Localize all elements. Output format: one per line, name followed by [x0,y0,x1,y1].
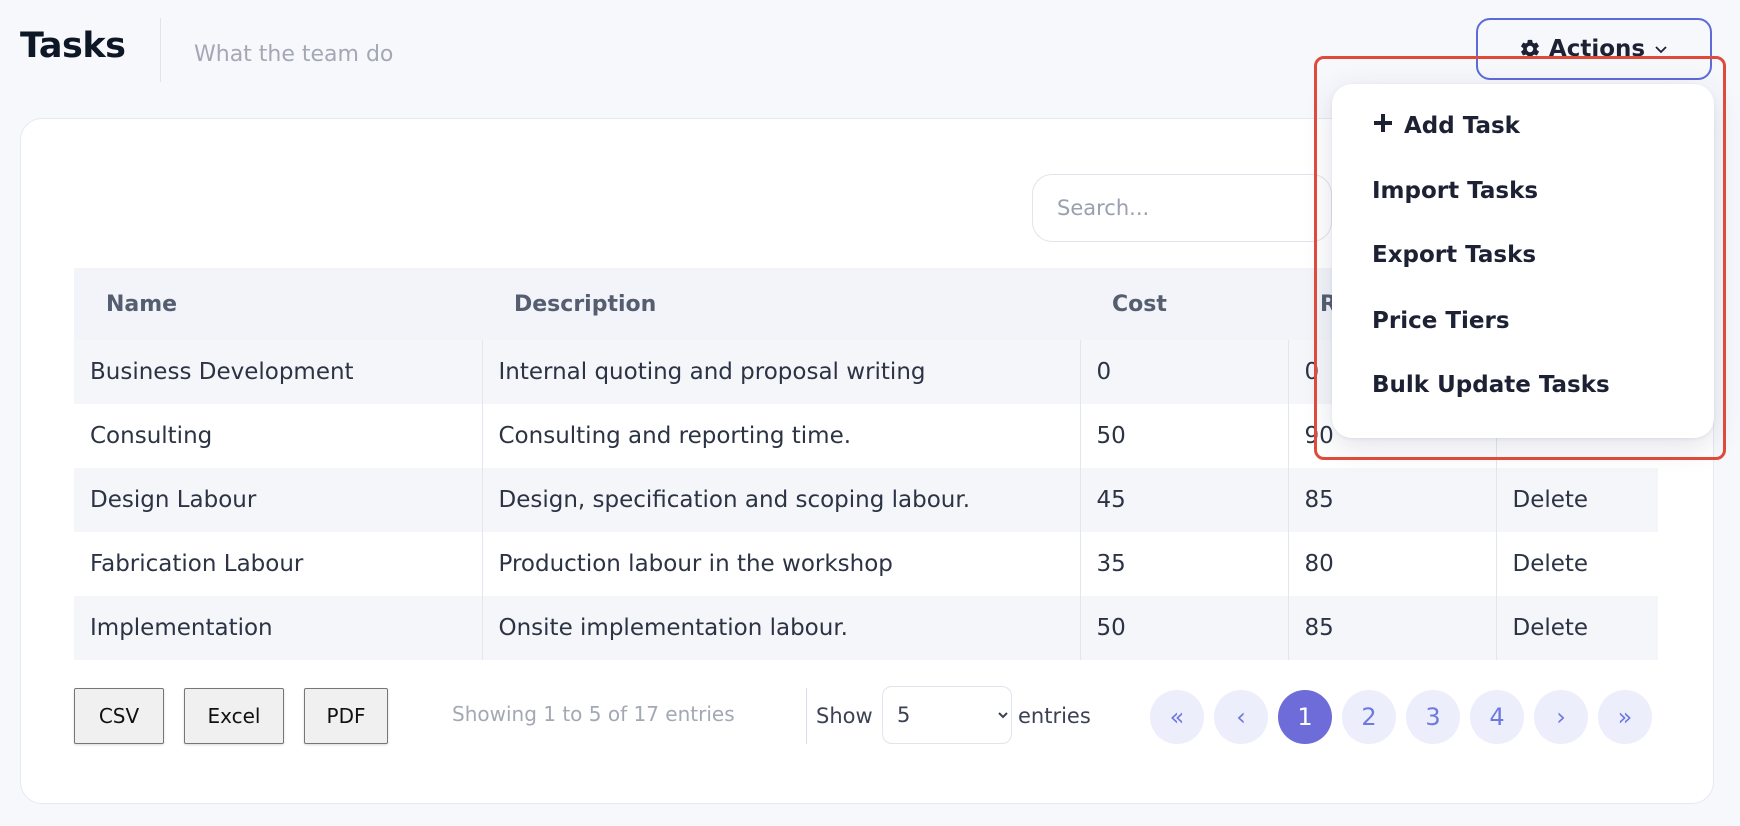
plus-icon [1372,112,1394,140]
page-subtitle: What the team do [194,42,394,67]
page-title: Tasks [20,26,126,66]
task-cost: 50 [1079,404,1288,468]
task-cost: 35 [1079,532,1288,596]
next-page-button[interactable]: › [1534,690,1588,744]
task-description: Consulting and reporting time. [481,404,1080,468]
show-label: Show [816,704,873,728]
delete-link[interactable]: Delete [1495,532,1658,596]
pdf-button[interactable]: PDF [304,688,388,744]
actions-label: Actions [1548,36,1646,62]
page-button-2[interactable]: 2 [1342,690,1396,744]
page-length-select[interactable]: 5 [882,686,1012,744]
excel-button[interactable]: Excel [184,688,284,744]
task-cost: 0 [1079,340,1288,404]
task-description: Production labour in the workshop [481,532,1080,596]
page-button-3[interactable]: 3 [1406,690,1460,744]
info-divider [806,688,807,744]
task-name-link[interactable]: Consulting [74,404,482,468]
first-page-button[interactable]: « [1150,690,1204,744]
tasks-table: Name Description Cost R Business Develop… [74,268,1658,660]
column-header-name[interactable]: Name [74,268,482,340]
task-rate: 85 [1287,468,1496,532]
column-header-cost[interactable]: Cost [1080,268,1288,340]
task-description: Design, specification and scoping labour… [481,468,1080,532]
task-rate: 80 [1287,532,1496,596]
page-button-1[interactable]: 1 [1278,690,1332,744]
task-name-link[interactable]: Fabrication Labour [74,532,482,596]
page-button-4[interactable]: 4 [1470,690,1524,744]
delete-link[interactable]: Delete [1495,596,1658,660]
task-cost: 45 [1079,468,1288,532]
entries-info: Showing 1 to 5 of 17 entries [452,702,735,726]
task-description: Onsite implementation labour. [481,596,1080,660]
menu-item-import-tasks[interactable]: Import Tasks [1372,178,1539,204]
title-divider [160,18,161,82]
delete-link[interactable]: Delete [1495,468,1658,532]
actions-dropdown-menu: Add Task Import Tasks Export Tasks Price… [1332,84,1714,438]
task-cost: 50 [1079,596,1288,660]
menu-item-add-task[interactable]: Add Task [1372,112,1520,140]
entries-label: entries [1018,704,1091,728]
table-row: Implementation Onsite implementation lab… [74,596,1658,660]
table-row: Design Labour Design, specification and … [74,468,1658,532]
search-input[interactable] [1032,174,1332,242]
menu-item-price-tiers[interactable]: Price Tiers [1372,308,1510,334]
table-row: Business Development Internal quoting an… [74,340,1658,404]
csv-button[interactable]: CSV [74,688,164,744]
menu-item-bulk-update-tasks[interactable]: Bulk Update Tasks [1372,372,1610,398]
last-page-button[interactable]: » [1598,690,1652,744]
table-row: Fabrication Labour Production labour in … [74,532,1658,596]
column-header-description[interactable]: Description [482,268,1080,340]
task-name-link[interactable]: Design Labour [74,468,482,532]
gear-icon [1519,38,1541,60]
task-description: Internal quoting and proposal writing [481,340,1080,404]
task-name-link[interactable]: Implementation [74,596,482,660]
menu-item-label: Add Task [1404,113,1520,139]
prev-page-button[interactable]: ‹ [1214,690,1268,744]
chevron-down-icon [1653,41,1669,57]
task-rate: 85 [1287,596,1496,660]
task-name-link[interactable]: Business Development [74,340,482,404]
actions-button[interactable]: Actions [1476,18,1712,80]
menu-item-export-tasks[interactable]: Export Tasks [1372,242,1537,268]
